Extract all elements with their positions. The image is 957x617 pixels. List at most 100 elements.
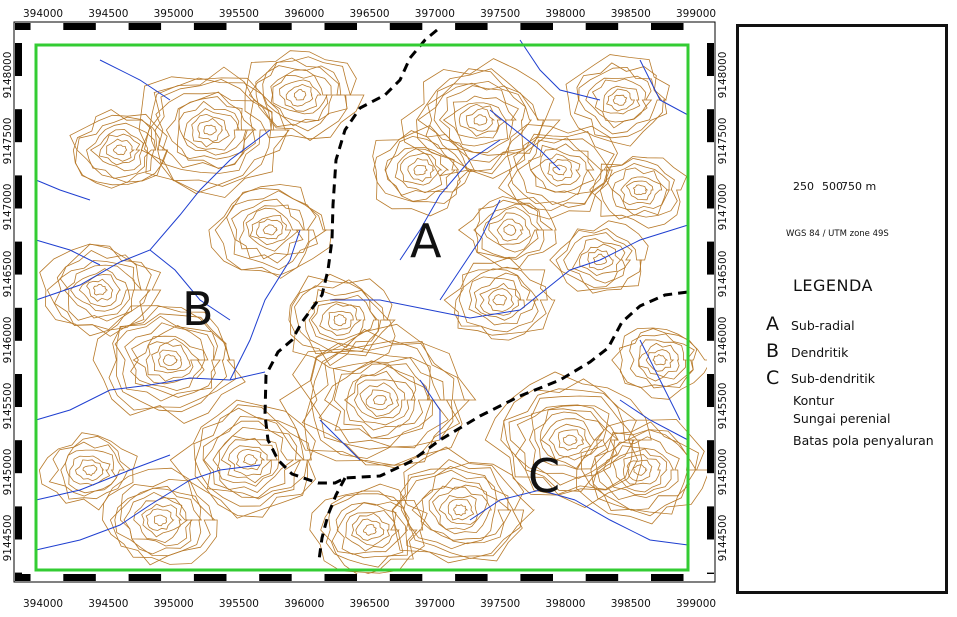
contour-line: [372, 125, 475, 217]
border-segment: [193, 574, 227, 581]
contour-line: [552, 164, 567, 176]
contour-line: [89, 129, 144, 172]
border-segment: [707, 274, 714, 308]
contour-line: [336, 501, 401, 555]
contour-line: [39, 243, 162, 337]
contour-line: [372, 395, 388, 405]
contour-line: [612, 94, 628, 106]
contour-line: [292, 328, 471, 466]
border-segment: [651, 23, 684, 30]
border-segment: [128, 23, 162, 30]
contour-line: [500, 378, 638, 496]
contour-line: [239, 204, 305, 260]
contour-line: [86, 278, 114, 302]
y-tick-label: 9146000: [717, 316, 729, 364]
border-segment: [15, 30, 22, 43]
contour-line: [38, 432, 138, 511]
legend-key-a: A: [766, 313, 779, 335]
river-line: [619, 399, 689, 441]
river-lines: [35, 39, 689, 551]
contour-line: [106, 138, 135, 162]
x-tick-label: 396000: [284, 8, 325, 20]
y-tick-label: 9144500: [717, 515, 729, 562]
contour-line: [413, 164, 428, 176]
border-segment: [15, 374, 22, 408]
border-segment: [357, 23, 390, 30]
border-segment: [259, 574, 292, 581]
river-line: [489, 109, 561, 171]
contour-line: [514, 404, 619, 486]
contour-line: [355, 518, 385, 541]
river-line: [35, 179, 91, 201]
border-segment: [226, 23, 260, 30]
border-segment: [707, 340, 714, 374]
contour-line: [183, 108, 240, 151]
border-segment: [683, 23, 714, 30]
contour-line: [141, 503, 182, 538]
contour-line: [579, 243, 622, 277]
contour-line: [145, 508, 175, 531]
contour-line: [563, 232, 633, 288]
border-segment: [15, 440, 22, 474]
y-tick-label: 9144500: [2, 515, 14, 562]
border-segment: [15, 340, 22, 374]
contour-line: [599, 157, 678, 220]
contour-line: [540, 418, 598, 461]
contour-line: [165, 91, 257, 170]
contour-line: [528, 143, 595, 196]
contour-line: [235, 448, 266, 471]
contour-line: [555, 228, 642, 294]
border-segment: [487, 23, 521, 30]
contour-line: [479, 282, 522, 316]
contour-line: [194, 404, 316, 518]
contour-line: [244, 50, 365, 140]
border-segment: [455, 23, 488, 30]
border-segment: [291, 23, 325, 30]
contour-line: [530, 148, 589, 193]
contour-line: [93, 283, 109, 296]
contour-line: [487, 288, 515, 312]
contour-line: [48, 435, 133, 500]
contour-line: [596, 436, 680, 501]
x-tick-label: 399000: [676, 8, 717, 20]
border-segment: [15, 43, 22, 77]
river-line: [319, 419, 361, 461]
river-line: [35, 129, 271, 301]
legend-label-sungai: Sungai perenial: [793, 411, 891, 426]
contour-line: [82, 464, 98, 477]
border-segment: [707, 407, 714, 441]
legend-label-sub-dendritik: Sub-dendritik: [791, 371, 876, 386]
contour-line: [255, 56, 351, 141]
contour-line: [363, 524, 377, 536]
border-segment: [15, 407, 22, 441]
contour-line: [193, 407, 305, 507]
legend-title: LEGENDA: [793, 276, 873, 295]
contour-line: [496, 218, 524, 242]
border-segment: [15, 574, 31, 581]
contour-line: [458, 268, 539, 333]
x-tick-label: 397000: [414, 8, 455, 20]
border-segment: [618, 574, 651, 581]
x-tick-label: 399000: [676, 598, 717, 610]
border-segment: [707, 175, 714, 209]
contour-line: [248, 57, 348, 132]
contour-line: [473, 114, 488, 126]
border-segment: [15, 175, 22, 209]
contour-lines: [38, 50, 707, 574]
y-tick-label: 9146500: [2, 250, 14, 297]
contour-line: [442, 95, 517, 147]
contour-line: [345, 510, 400, 552]
x-tick-label: 398000: [545, 8, 586, 20]
contour-line: [75, 459, 105, 482]
border-segment: [15, 208, 22, 242]
contour-line: [176, 96, 255, 160]
contour-line: [447, 498, 475, 521]
river-line: [399, 139, 501, 261]
contour-line: [92, 305, 246, 424]
border-segment: [520, 23, 553, 30]
contour-line: [242, 453, 259, 466]
border-segment: [15, 572, 22, 574]
river-line: [419, 379, 441, 440]
river-line: [639, 339, 681, 421]
contour-line: [353, 379, 406, 420]
